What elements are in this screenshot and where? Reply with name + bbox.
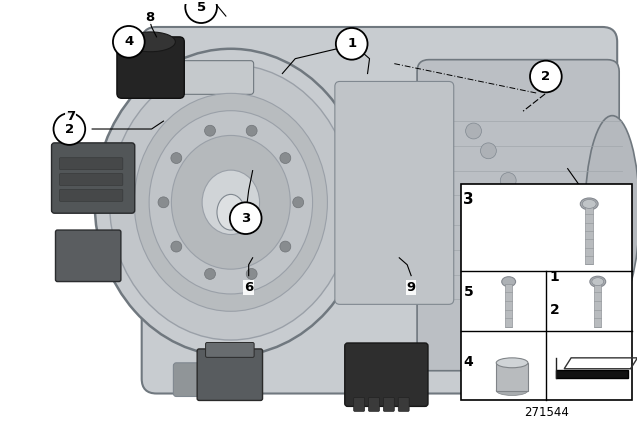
Text: 3: 3	[241, 211, 250, 224]
Ellipse shape	[496, 386, 528, 396]
Text: 2: 2	[549, 303, 559, 317]
Ellipse shape	[217, 194, 244, 230]
FancyBboxPatch shape	[383, 397, 394, 411]
Circle shape	[481, 143, 497, 159]
Text: 6: 6	[244, 281, 253, 294]
FancyBboxPatch shape	[398, 397, 409, 411]
FancyBboxPatch shape	[56, 230, 121, 282]
Circle shape	[205, 125, 216, 136]
Circle shape	[185, 0, 217, 23]
Circle shape	[246, 268, 257, 280]
Circle shape	[495, 202, 511, 218]
Ellipse shape	[502, 277, 516, 287]
Text: 5: 5	[196, 0, 205, 13]
Circle shape	[171, 241, 182, 252]
FancyBboxPatch shape	[141, 27, 617, 393]
Polygon shape	[556, 370, 628, 378]
Bar	[461, 185, 632, 401]
Circle shape	[500, 232, 516, 248]
Text: 3: 3	[583, 199, 592, 212]
Text: 4: 4	[124, 35, 133, 48]
Bar	[505, 284, 512, 327]
Circle shape	[230, 202, 262, 234]
Ellipse shape	[172, 135, 291, 269]
FancyBboxPatch shape	[154, 60, 253, 95]
Ellipse shape	[585, 116, 639, 309]
Text: 5: 5	[464, 285, 474, 299]
Circle shape	[292, 197, 303, 208]
Bar	[595, 284, 601, 327]
FancyBboxPatch shape	[60, 173, 123, 185]
Circle shape	[158, 197, 169, 208]
Text: 7: 7	[66, 110, 75, 123]
FancyBboxPatch shape	[60, 190, 123, 201]
Ellipse shape	[126, 32, 175, 52]
Circle shape	[572, 190, 604, 221]
FancyBboxPatch shape	[345, 343, 428, 406]
Ellipse shape	[202, 170, 260, 234]
FancyBboxPatch shape	[60, 158, 123, 170]
Ellipse shape	[95, 49, 367, 356]
Ellipse shape	[580, 198, 598, 210]
Ellipse shape	[109, 65, 352, 340]
Circle shape	[530, 60, 562, 92]
Circle shape	[466, 123, 481, 139]
Circle shape	[246, 125, 257, 136]
Circle shape	[205, 268, 216, 280]
Circle shape	[336, 28, 367, 60]
Text: 1: 1	[549, 270, 559, 284]
Text: 1: 1	[347, 37, 356, 50]
FancyBboxPatch shape	[197, 349, 262, 401]
Text: 3: 3	[463, 192, 474, 207]
FancyBboxPatch shape	[52, 143, 135, 213]
Circle shape	[280, 241, 291, 252]
Ellipse shape	[134, 93, 328, 311]
Ellipse shape	[592, 278, 604, 286]
Ellipse shape	[149, 111, 312, 294]
Text: 8: 8	[145, 11, 154, 24]
Ellipse shape	[590, 276, 605, 287]
Circle shape	[171, 153, 182, 164]
Text: 4: 4	[464, 354, 474, 369]
Circle shape	[280, 153, 291, 164]
Text: 2: 2	[541, 70, 550, 83]
FancyBboxPatch shape	[173, 363, 217, 396]
Circle shape	[54, 113, 85, 145]
FancyBboxPatch shape	[354, 397, 365, 411]
Bar	[585, 206, 593, 264]
Ellipse shape	[496, 358, 528, 368]
Text: 2: 2	[65, 122, 74, 135]
Circle shape	[500, 172, 516, 189]
Ellipse shape	[582, 199, 596, 208]
Bar	[496, 363, 528, 391]
Circle shape	[113, 26, 145, 58]
FancyBboxPatch shape	[335, 82, 454, 304]
Text: 271544: 271544	[524, 406, 569, 419]
Text: 9: 9	[406, 281, 416, 294]
FancyBboxPatch shape	[369, 397, 380, 411]
FancyBboxPatch shape	[117, 37, 184, 98]
Circle shape	[481, 262, 497, 278]
FancyBboxPatch shape	[417, 60, 619, 371]
FancyBboxPatch shape	[205, 343, 254, 358]
